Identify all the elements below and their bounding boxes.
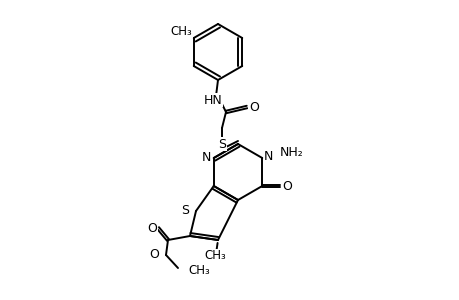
Text: S: S <box>218 137 225 151</box>
Text: O: O <box>248 100 258 113</box>
Text: N: N <box>201 151 210 164</box>
Text: CH₃: CH₃ <box>204 249 226 262</box>
Text: CH₃: CH₃ <box>170 25 192 38</box>
Text: CH₃: CH₃ <box>188 265 209 278</box>
Text: O: O <box>282 179 291 193</box>
Text: O: O <box>149 248 159 262</box>
Text: O: O <box>147 221 157 235</box>
Text: N: N <box>263 149 273 163</box>
Text: HN: HN <box>203 94 222 106</box>
Text: NH₂: NH₂ <box>280 146 303 158</box>
Text: S: S <box>180 205 189 218</box>
